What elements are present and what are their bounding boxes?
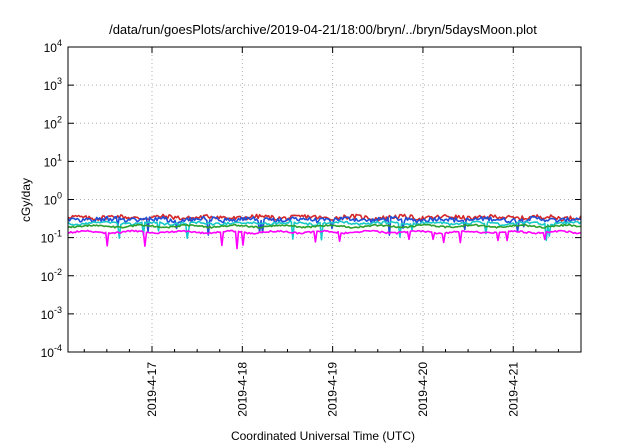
grid <box>68 47 581 352</box>
y-tick-label: 103 <box>44 76 62 93</box>
x-tick-label: 2019-4-20 <box>416 362 430 417</box>
y-tick-label: 101 <box>44 152 62 169</box>
chart-title: /data/run/goesPlots/archive/2019-04-21/1… <box>109 22 537 37</box>
y-tick-label: 10-2 <box>41 267 62 284</box>
series-line <box>67 213 582 222</box>
series-line <box>68 229 582 250</box>
x-axis: 2019-4-17 2019-4-18 2019-4-19 2019-4-20 2019… <box>83 47 582 417</box>
x-tick-label: 2019-4-21 <box>506 362 520 417</box>
x-tick-label: 2019-4-19 <box>326 362 340 417</box>
x-tick-label: 2019-4-18 <box>235 362 249 417</box>
series-line <box>67 220 582 242</box>
x-axis-label: Coordinated Universal Time (UTC) <box>231 429 415 443</box>
y-axis: 10-4 10-3 10-2 10-1 100 101 102 103 104 <box>41 38 581 360</box>
y-tick-label: 104 <box>44 38 62 55</box>
y-tick-label: 10-4 <box>41 343 62 360</box>
series-group <box>67 213 582 250</box>
x-tick-label: 2019-4-17 <box>145 362 159 417</box>
y-tick-label: 10-1 <box>41 229 62 246</box>
y-tick-label: 100 <box>44 191 62 208</box>
y-axis-label: cGy/day <box>19 178 33 222</box>
y-tick-label: 102 <box>44 114 62 131</box>
series-line <box>67 215 582 236</box>
series-line <box>67 223 582 229</box>
y-tick-label: 10-3 <box>41 305 62 322</box>
